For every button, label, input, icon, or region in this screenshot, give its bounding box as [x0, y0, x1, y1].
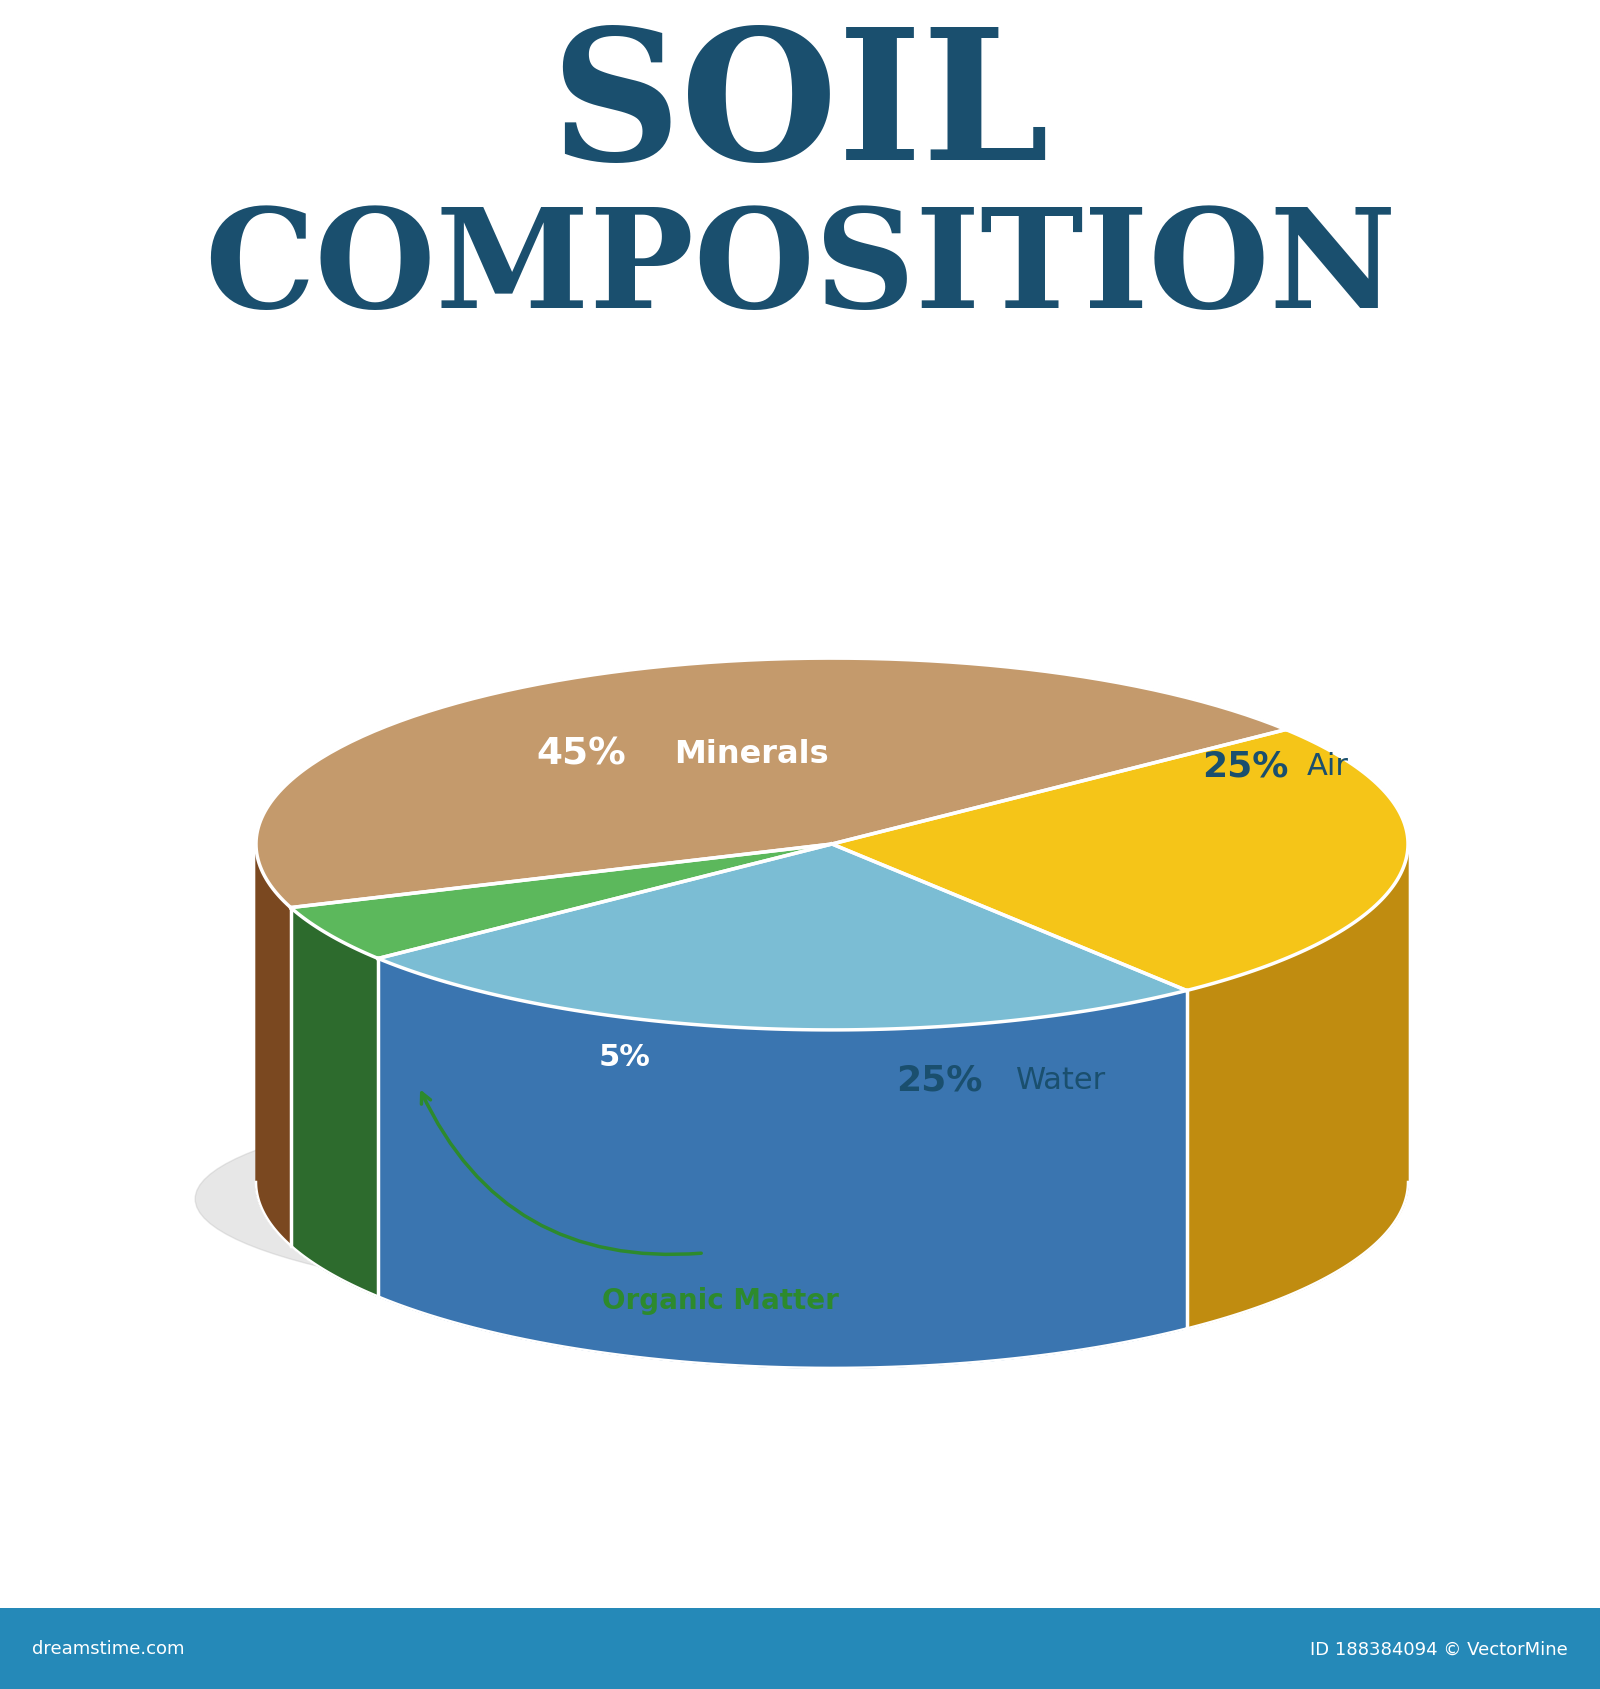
- Polygon shape: [291, 1182, 832, 1297]
- Ellipse shape: [490, 1219, 550, 1253]
- Ellipse shape: [453, 1164, 509, 1201]
- Polygon shape: [291, 909, 378, 1297]
- Text: 5%: 5%: [598, 1042, 651, 1073]
- Text: Air: Air: [1307, 752, 1349, 780]
- Text: Minerals: Minerals: [674, 740, 829, 770]
- Text: SOIL: SOIL: [550, 22, 1050, 198]
- Text: ID 188384094 © VectorMine: ID 188384094 © VectorMine: [1310, 1640, 1568, 1657]
- Ellipse shape: [469, 1157, 507, 1181]
- Text: 25%: 25%: [896, 1062, 982, 1096]
- Polygon shape: [378, 959, 1187, 1368]
- Text: 45%: 45%: [536, 736, 626, 772]
- Ellipse shape: [397, 1187, 451, 1218]
- Ellipse shape: [370, 1240, 414, 1267]
- Polygon shape: [256, 844, 291, 1246]
- Text: Water: Water: [1016, 1066, 1107, 1094]
- Polygon shape: [1187, 844, 1408, 1329]
- Text: 25%: 25%: [1203, 748, 1290, 782]
- Ellipse shape: [378, 1191, 454, 1241]
- Ellipse shape: [896, 1179, 1088, 1219]
- Polygon shape: [256, 1182, 832, 1246]
- FancyBboxPatch shape: [0, 1608, 1600, 1689]
- Ellipse shape: [1120, 1182, 1248, 1216]
- Ellipse shape: [538, 1184, 582, 1214]
- Polygon shape: [832, 730, 1408, 991]
- Polygon shape: [378, 1182, 1187, 1368]
- Ellipse shape: [552, 1177, 584, 1194]
- Ellipse shape: [195, 1088, 1405, 1311]
- Polygon shape: [378, 844, 1187, 1030]
- Ellipse shape: [944, 1199, 1264, 1267]
- Text: COMPOSITION: COMPOSITION: [203, 203, 1397, 338]
- FancyArrowPatch shape: [421, 1093, 701, 1255]
- Ellipse shape: [352, 1245, 416, 1287]
- Text: dreamstime.com: dreamstime.com: [32, 1640, 184, 1657]
- Polygon shape: [832, 1182, 1408, 1329]
- Text: Organic Matter: Organic Matter: [602, 1287, 838, 1314]
- Ellipse shape: [467, 1219, 557, 1280]
- Polygon shape: [291, 844, 832, 959]
- Polygon shape: [256, 659, 1286, 909]
